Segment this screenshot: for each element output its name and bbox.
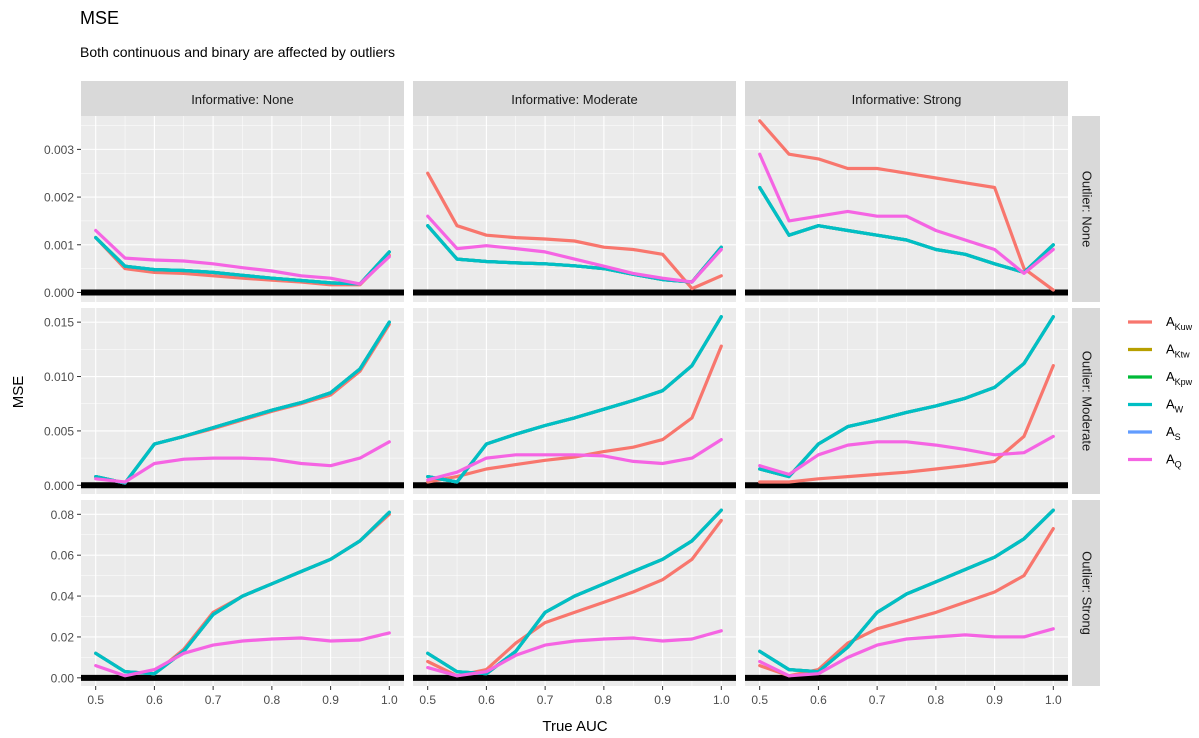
series-line-w xyxy=(426,315,723,484)
row-strip-label: Outlier: Strong xyxy=(1080,551,1095,635)
chart-subtitle: Both continuous and binary are affected … xyxy=(80,44,395,60)
facet-panel xyxy=(81,308,404,494)
x-tick-label: 0.7 xyxy=(205,693,222,707)
legend-label: AKtw xyxy=(1166,342,1190,360)
y-axis-label: MSE xyxy=(10,376,27,409)
col-strip xyxy=(413,81,736,116)
x-tick-label: 0.8 xyxy=(264,693,281,707)
facet-panel xyxy=(745,308,1068,494)
y-tick-label: 0.08 xyxy=(51,508,75,522)
series-line-w xyxy=(758,508,1055,674)
y-tick-label: 0.06 xyxy=(51,549,75,563)
x-tick-label: 0.6 xyxy=(810,693,827,707)
row-strip xyxy=(1072,308,1100,494)
y-tick-label: 0.02 xyxy=(51,630,75,644)
legend: AKuw AKtw AKpw AW AS AQ xyxy=(1128,314,1193,470)
series-line-q xyxy=(94,228,391,286)
col-strip xyxy=(81,81,404,116)
y-tick-label: 0.001 xyxy=(44,238,74,252)
series-line-q xyxy=(94,631,391,678)
facet-panel xyxy=(81,500,404,686)
y-tick-label: 0.00 xyxy=(51,671,75,685)
row-strip xyxy=(1072,500,1100,686)
series-line-w xyxy=(94,320,391,485)
x-tick-label: 0.7 xyxy=(537,693,554,707)
series-line-q xyxy=(426,214,723,284)
series-line-q xyxy=(426,629,723,678)
x-tick-label: 1.0 xyxy=(381,693,398,707)
y-tick-label: 0.010 xyxy=(44,370,74,384)
row-strip xyxy=(1072,116,1100,302)
series-line-w xyxy=(758,315,1055,479)
legend-item: AS xyxy=(1128,424,1181,442)
facet-panel xyxy=(81,116,404,302)
legend-label: AQ xyxy=(1166,452,1182,470)
series-line-w xyxy=(758,185,1055,274)
col-strip xyxy=(745,81,1068,116)
x-tick-label: 0.5 xyxy=(751,693,768,707)
series-line-kuw xyxy=(758,119,1055,292)
panels: Informative: None Informative: Moderate In… xyxy=(44,81,1100,707)
row-strip-label: Outlier: None xyxy=(1080,171,1095,248)
x-tick-label: 0.5 xyxy=(419,693,436,707)
x-tick-label: 0.9 xyxy=(322,693,339,707)
col-strip-label: Informative: None xyxy=(191,92,294,107)
x-tick-label: 0.9 xyxy=(654,693,671,707)
facet-panel xyxy=(745,116,1068,302)
legend-item: AKuw xyxy=(1128,314,1193,332)
col-strip-label: Informative: Moderate xyxy=(511,92,637,107)
x-tick-label: 0.9 xyxy=(986,693,1003,707)
x-tick-label: 0.6 xyxy=(478,693,495,707)
x-tick-label: 0.8 xyxy=(596,693,613,707)
y-tick-label: 0.005 xyxy=(44,424,74,438)
series-line-kuw xyxy=(426,344,723,484)
series-line-q xyxy=(758,434,1055,476)
x-tick-label: 1.0 xyxy=(1045,693,1062,707)
facet-panel xyxy=(745,500,1068,686)
series-line-q xyxy=(758,627,1055,678)
legend-label: AKpw xyxy=(1166,369,1193,387)
legend-item: AW xyxy=(1128,397,1184,415)
legend-item: AKpw xyxy=(1128,369,1193,387)
series-line-w xyxy=(94,236,391,286)
row-strip-label: Outlier: Moderate xyxy=(1080,351,1095,451)
y-tick-label: 0.04 xyxy=(51,590,75,604)
legend-item: AKtw xyxy=(1128,342,1190,360)
x-tick-label: 1.0 xyxy=(713,693,730,707)
series-line-q xyxy=(758,152,1055,275)
legend-label: AS xyxy=(1166,424,1181,442)
legend-label: AKuw xyxy=(1166,314,1193,332)
series-line-q xyxy=(426,438,723,482)
facet-panel xyxy=(413,308,736,494)
x-axis-label: True AUC xyxy=(542,718,607,735)
legend-item: AQ xyxy=(1128,452,1182,470)
x-tick-label: 0.6 xyxy=(146,693,163,707)
facet-panel xyxy=(413,116,736,302)
x-tick-label: 0.7 xyxy=(869,693,886,707)
series-line-kuw xyxy=(426,171,723,291)
series-line-q xyxy=(94,440,391,484)
y-tick-label: 0.000 xyxy=(44,286,74,300)
y-tick-label: 0.000 xyxy=(44,479,74,493)
chart-title: MSE xyxy=(80,8,119,28)
y-tick-label: 0.015 xyxy=(44,316,74,330)
y-tick-label: 0.002 xyxy=(44,191,74,205)
legend-label: AW xyxy=(1166,397,1184,415)
y-tick-label: 0.003 xyxy=(44,143,74,157)
x-tick-label: 0.5 xyxy=(87,693,104,707)
col-strip-label: Informative: Strong xyxy=(852,92,962,107)
x-tick-label: 0.8 xyxy=(928,693,945,707)
facet-panel xyxy=(413,500,736,686)
